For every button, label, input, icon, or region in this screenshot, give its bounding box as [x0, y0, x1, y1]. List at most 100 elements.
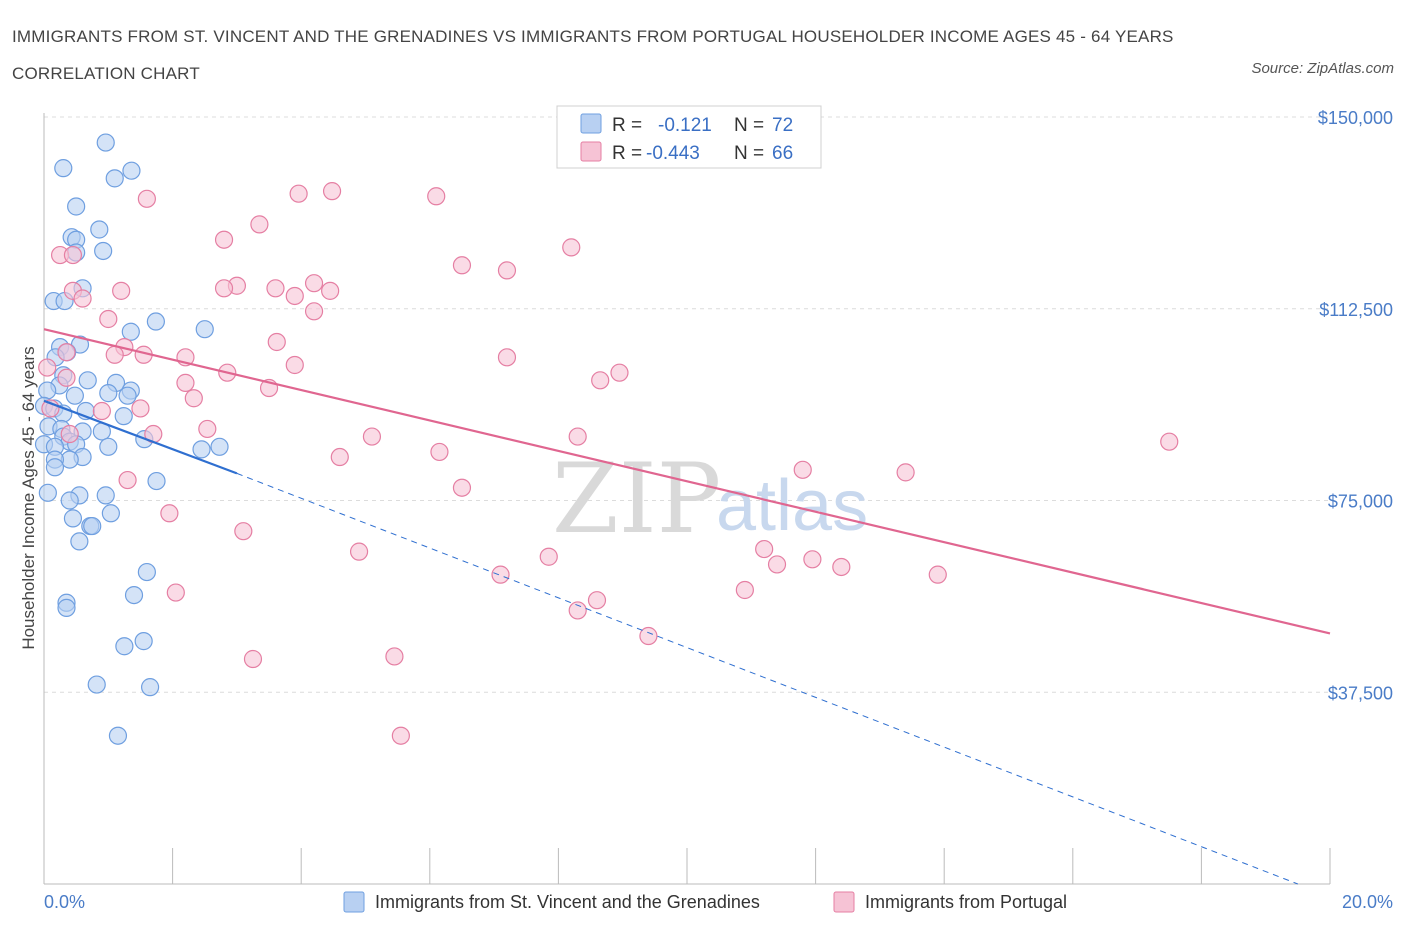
point-series-2-52	[118, 470, 137, 490]
legend-swatch-series-2	[580, 141, 602, 162]
point-series-2-22	[99, 309, 118, 329]
point-series-2-4	[427, 187, 446, 206]
point-series-2-16	[112, 281, 131, 300]
point-series-1-22	[78, 371, 97, 390]
point-series-1-68	[87, 675, 106, 694]
point-series-2-23	[267, 332, 286, 352]
point-series-2-64	[735, 580, 754, 600]
point-series-2-27	[105, 345, 124, 364]
point-series-1-53	[38, 483, 57, 502]
legend-swatch-series-1	[580, 113, 602, 134]
point-series-2-12	[304, 274, 324, 293]
legend-r-value-1: -0.121	[658, 115, 712, 136]
point-series-2-45	[568, 427, 587, 446]
point-series-2-44	[362, 427, 382, 446]
y-tick-label-1: $37,500	[1328, 683, 1393, 703]
point-series-1-60	[83, 516, 102, 536]
point-series-2-34	[57, 368, 76, 387]
point-series-2-15	[266, 279, 285, 298]
point-series-2-21	[304, 302, 324, 321]
y-axis-label: Householder Income Ages 45 - 64 years	[19, 346, 38, 649]
bottom-legend: Immigrants from St. Vincent and the Gren…	[343, 891, 1067, 913]
point-series-2-60	[767, 555, 787, 574]
point-series-2-46	[1160, 432, 1179, 451]
legend-n-label-2: N =	[734, 143, 764, 164]
point-series-2-63	[491, 565, 510, 584]
point-series-2-53	[452, 478, 472, 497]
point-series-2-35	[591, 371, 610, 390]
data-points	[34, 133, 1179, 745]
point-series-2-54	[160, 504, 179, 523]
source-label: Source: ZipAtlas.com	[1251, 60, 1394, 77]
point-series-1-1	[96, 133, 115, 152]
point-series-1-16	[121, 322, 140, 341]
y-tick-label-4: $150,000	[1318, 108, 1393, 128]
point-series-2-55	[234, 522, 253, 541]
point-series-1-57	[101, 504, 120, 523]
point-series-1-45	[99, 437, 118, 456]
legend-r-value-2: -0.443	[646, 143, 700, 164]
point-series-2-58	[539, 547, 558, 566]
point-series-1-6	[90, 220, 109, 239]
point-series-1-27	[65, 386, 84, 405]
point-series-1-26	[38, 381, 57, 400]
point-series-1-63	[124, 585, 144, 605]
trend-lines	[43, 328, 1331, 885]
point-series-1-58	[63, 509, 83, 528]
point-series-1-55	[96, 486, 115, 505]
point-series-1-3	[122, 161, 141, 180]
legend-r-label-2: R =	[612, 143, 642, 164]
x-tick-label-max: 20.0%	[1342, 892, 1393, 912]
legend-n-value-1: 72	[772, 115, 793, 136]
point-series-1-2	[105, 169, 124, 188]
trend-line-series-2	[43, 328, 1331, 635]
bottom-legend-label-1: Immigrants from St. Vincent and the Gren…	[375, 892, 760, 912]
point-series-2-67	[568, 601, 587, 620]
point-series-1-15	[195, 320, 214, 339]
point-series-2-38	[184, 389, 203, 408]
point-series-2-6	[214, 230, 234, 249]
point-series-1-56	[60, 491, 79, 510]
x-axis-ticks	[172, 848, 1331, 884]
point-series-2-51	[896, 463, 915, 482]
point-series-2-70	[385, 647, 404, 666]
point-series-1-62	[137, 562, 156, 582]
point-series-1-61	[70, 532, 89, 551]
point-series-2-29	[497, 348, 517, 367]
point-series-2-68	[639, 626, 658, 646]
point-series-2-19	[321, 281, 340, 300]
point-series-2-37	[176, 373, 195, 392]
y-tick-label-3: $112,500	[1319, 300, 1393, 320]
point-series-1-5	[67, 197, 86, 216]
point-series-2-62	[928, 565, 947, 584]
point-series-2-57	[755, 539, 774, 559]
stats-legend: R = -0.121 N = 72 R = -0.443 N = 66	[556, 105, 822, 169]
legend-n-value-2: 66	[772, 143, 793, 164]
point-series-2-39	[131, 399, 150, 418]
point-series-1-47	[210, 437, 229, 456]
point-series-2-50	[793, 460, 812, 479]
point-series-2-14	[214, 279, 234, 298]
point-series-2-30	[285, 355, 304, 375]
point-series-1-29	[118, 386, 137, 405]
point-series-2-9	[562, 238, 581, 257]
point-series-1-70	[108, 726, 128, 745]
point-series-2-10	[452, 256, 472, 275]
x-tick-label-min: 0.0%	[44, 892, 85, 912]
point-series-2-5	[250, 215, 269, 234]
point-series-2-59	[803, 550, 822, 569]
point-series-1-14	[146, 312, 165, 331]
trend-extension-series-1	[236, 472, 1299, 885]
point-series-2-69	[243, 649, 263, 669]
point-series-2-65	[166, 583, 185, 602]
point-series-1-46	[192, 440, 211, 459]
point-series-2-2	[289, 184, 308, 203]
point-series-2-41	[92, 401, 111, 421]
y-axis-tick-labels: $37,500 $75,000 $112,500 $150,000	[1318, 108, 1393, 703]
point-series-1-34	[114, 407, 133, 426]
chart-title: IMMIGRANTS FROM ST. VINCENT AND THE GREN…	[12, 27, 1174, 83]
point-series-2-31	[38, 358, 57, 377]
bottom-legend-label-2: Immigrants from Portugal	[865, 892, 1067, 912]
point-series-2-3	[322, 182, 342, 201]
